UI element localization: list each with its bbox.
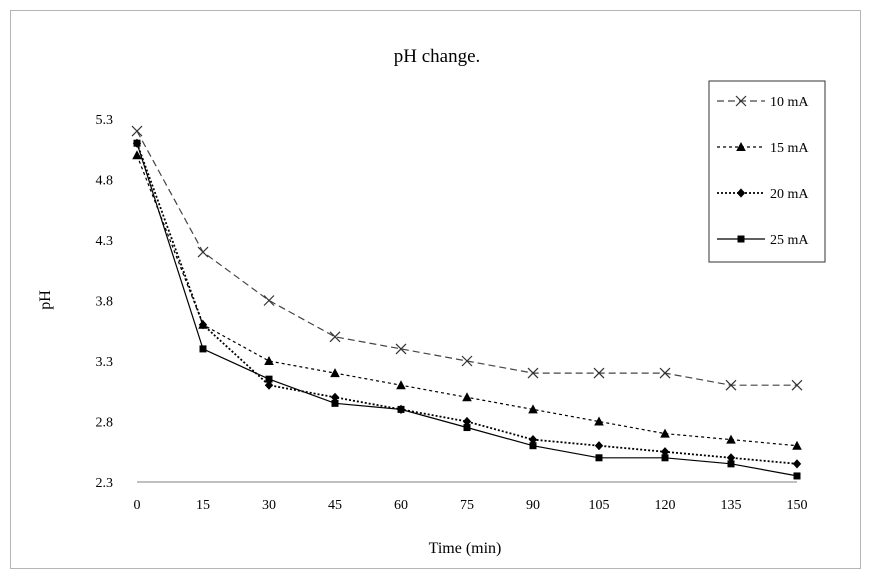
series-point: [528, 435, 538, 445]
series-0: [131, 125, 803, 391]
x-tick-labels: 0 15 30 45 60 75 90 105 120 135 150: [134, 498, 808, 513]
y-tick-label: 2.8: [96, 416, 114, 431]
x-tick-label: 105: [589, 498, 610, 513]
series-point: [793, 472, 801, 480]
x-marker-stroke: [735, 95, 747, 107]
series-point: [331, 399, 339, 407]
x-tick-label: 30: [262, 498, 276, 513]
y-tick-labels: 2.3 2.8 3.3 3.8 4.3 4.8 5.3: [96, 113, 114, 491]
x-tick-label: 90: [526, 498, 540, 513]
series-point: [133, 139, 141, 147]
x-tick-label: 135: [721, 498, 742, 513]
x-tick-label: 150: [787, 498, 808, 513]
series-point: [735, 95, 747, 107]
legend-label: 15 mA: [770, 141, 809, 156]
series-layer: [131, 125, 803, 480]
legend-label: 20 mA: [770, 187, 809, 202]
series-point: [265, 375, 273, 383]
legend-label: 10 mA: [770, 95, 809, 110]
chart-title: pH change.: [394, 46, 481, 67]
series-point: [659, 367, 671, 379]
series-point: [737, 235, 745, 243]
series-point: [330, 368, 340, 378]
x-tick-label: 45: [328, 498, 342, 513]
series-1: [132, 150, 802, 450]
series-point: [462, 392, 472, 402]
series-point: [132, 150, 142, 160]
y-axis-label: pH: [37, 290, 54, 310]
y-tick-label: 4.8: [96, 174, 114, 189]
series-point: [131, 125, 143, 137]
legend-box: [708, 80, 826, 263]
series-point: [792, 440, 802, 450]
series-point: [396, 380, 406, 390]
series-point: [594, 441, 604, 451]
series-point: [329, 331, 341, 343]
series-point: [330, 392, 340, 402]
series-point: [726, 453, 736, 463]
x-tick-label: 15: [196, 498, 210, 513]
series-point: [593, 367, 605, 379]
series-point: [198, 320, 208, 330]
series-point: [527, 367, 539, 379]
legend: 10 mA 15 mA 20 mA 25 mA: [708, 80, 826, 263]
series-point: [736, 142, 746, 151]
series-point: [461, 355, 473, 367]
series-point: [462, 416, 472, 427]
x-marker-stroke: [395, 343, 407, 355]
x-tick-label: 120: [655, 498, 676, 513]
series-point: [661, 454, 669, 462]
x-marker-stroke: [131, 125, 143, 137]
legend-item: 10 mA: [717, 95, 809, 110]
legend-label: 25 mA: [770, 233, 809, 248]
x-tick-label: 0: [134, 498, 141, 513]
y-tick-label: 3.3: [96, 355, 114, 370]
series-point: [397, 405, 405, 413]
x-marker-stroke: [659, 367, 671, 379]
legend-item: 15 mA: [717, 141, 809, 156]
series-point: [395, 343, 407, 355]
series-point: [736, 188, 746, 198]
series-point: [791, 379, 803, 391]
x-marker-stroke: [461, 355, 473, 367]
series-point: [528, 404, 538, 414]
x-marker-stroke: [263, 295, 275, 306]
series-point: [594, 416, 604, 426]
legend-item: 25 mA: [717, 233, 809, 248]
y-tick-label: 2.3: [96, 476, 114, 491]
series-point: [197, 246, 209, 258]
series-point: [660, 428, 670, 438]
series-line: [136, 142, 798, 465]
series-point: [263, 295, 275, 306]
x-marker-stroke: [791, 379, 803, 391]
x-tick-label: 60: [394, 498, 408, 513]
series-3: [133, 139, 801, 480]
x-marker-stroke: [527, 367, 539, 379]
y-tick-label: 3.8: [96, 295, 114, 310]
x-tick-label: 75: [460, 498, 474, 513]
series-point: [529, 442, 537, 450]
series-point: [264, 380, 274, 390]
series-point: [463, 424, 471, 432]
x-marker-stroke: [593, 367, 605, 379]
series-point: [727, 460, 735, 468]
y-tick-label: 4.3: [96, 234, 114, 249]
x-marker-stroke: [197, 246, 209, 258]
legend-item: 20 mA: [717, 187, 809, 202]
series-point: [264, 356, 274, 365]
x-axis-label: Time (min): [429, 540, 502, 557]
series-2: [132, 138, 802, 469]
y-tick-label: 5.3: [96, 113, 114, 128]
x-marker-stroke: [329, 331, 341, 343]
series-point: [792, 459, 802, 469]
series-point: [660, 447, 670, 457]
series-point: [726, 434, 736, 444]
series-point: [725, 379, 737, 391]
series-point: [595, 454, 603, 462]
series-point: [199, 345, 207, 353]
x-marker-stroke: [725, 379, 737, 391]
